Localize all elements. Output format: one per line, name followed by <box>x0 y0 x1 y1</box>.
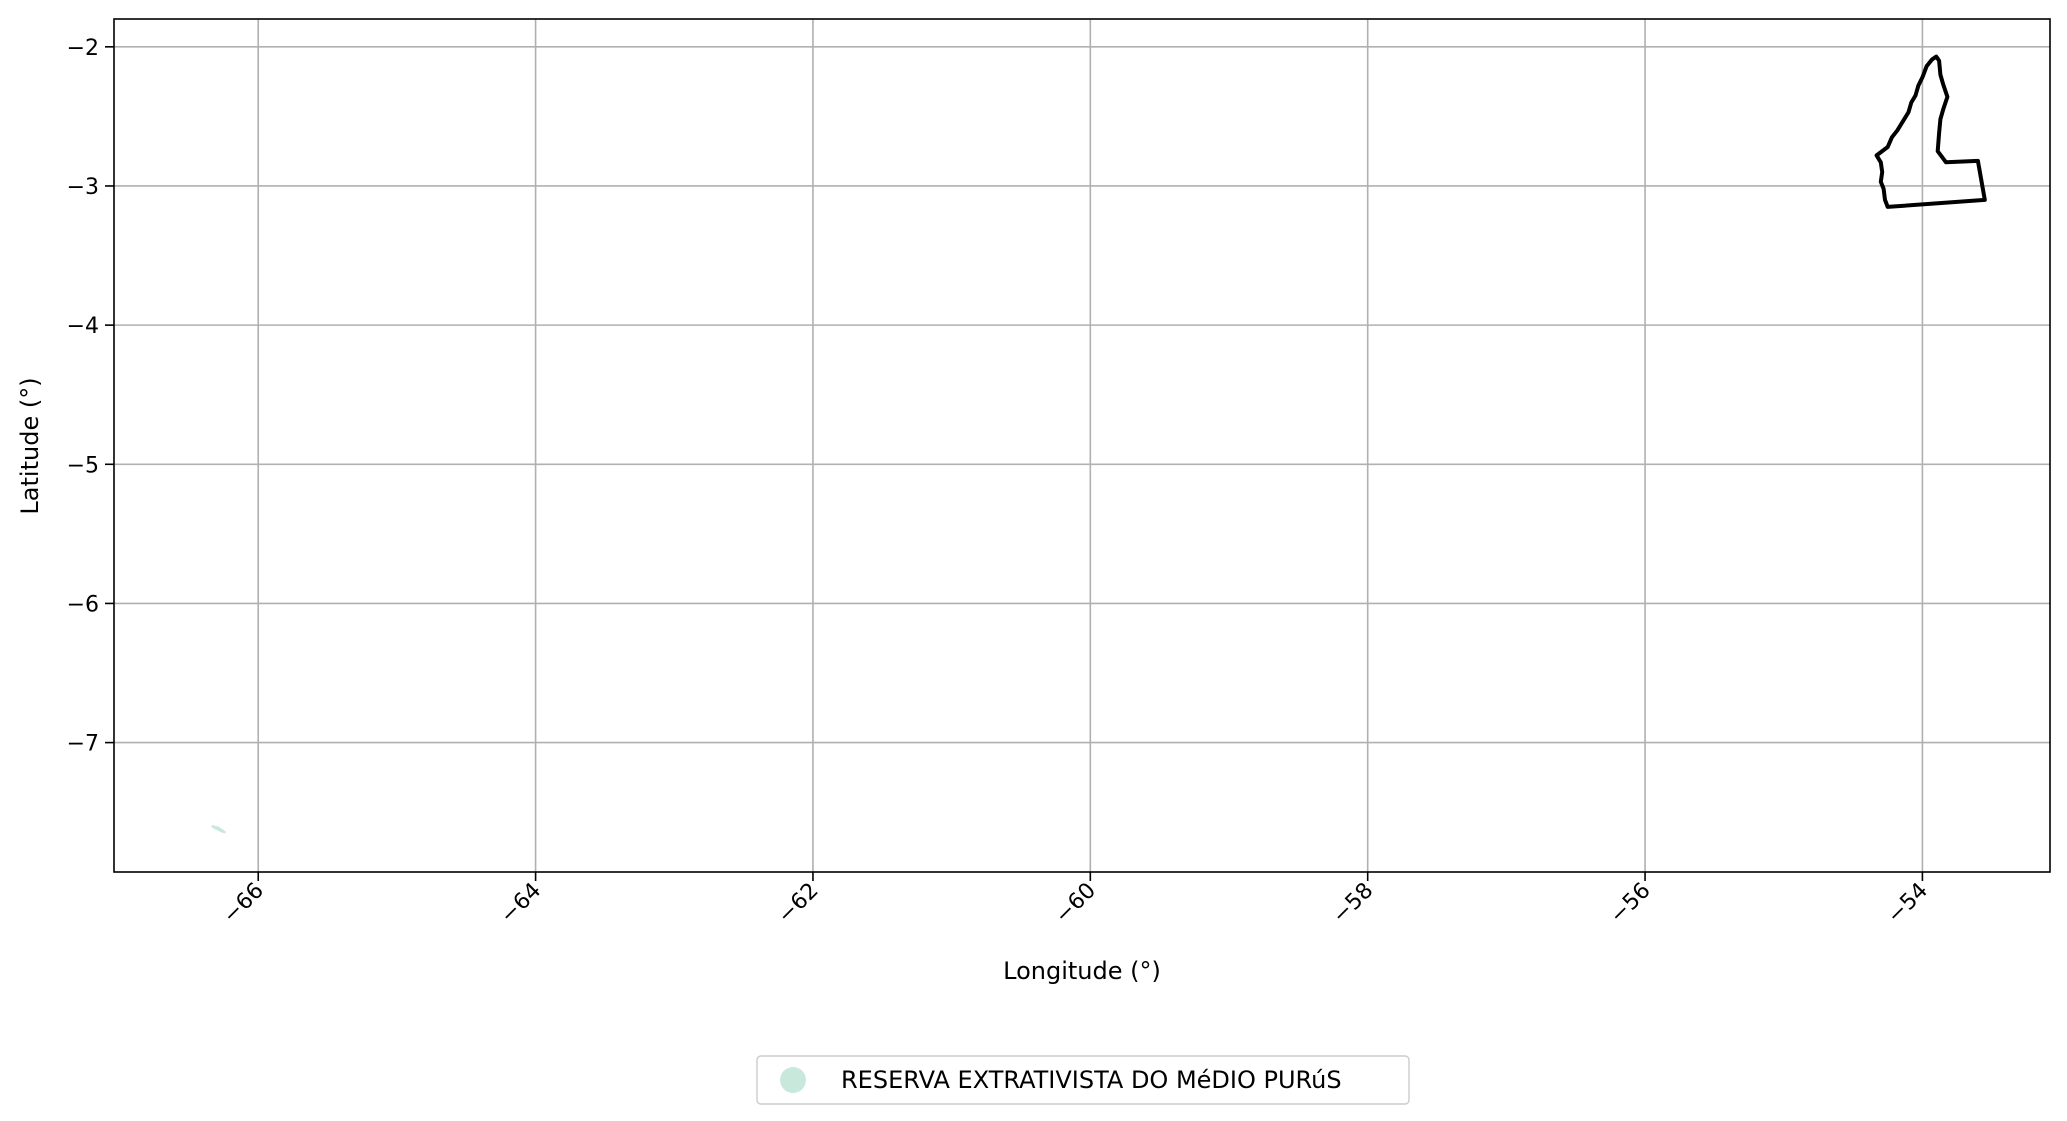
y-tick-label: −5 <box>67 453 99 478</box>
legend: RESERVA EXTRATIVISTA DO MéDIO PURúS <box>756 1055 1410 1105</box>
legend-marker <box>780 1067 806 1093</box>
legend-box <box>756 1055 1410 1105</box>
boundary-outline <box>1874 54 1987 209</box>
y-tick-label: −6 <box>67 592 99 617</box>
grid-lines <box>114 19 2050 872</box>
legend-label: RESERVA EXTRATIVISTA DO MéDIO PURúS <box>841 1066 1342 1094</box>
y-tick-label: −3 <box>67 175 99 200</box>
plot-frame <box>113 18 2051 873</box>
map-layers <box>211 54 1987 834</box>
y-axis-label: Latitude (°) <box>16 377 44 514</box>
y-tick-label: −2 <box>67 36 99 61</box>
y-tick-label: −7 <box>67 732 99 757</box>
reserve-polygon <box>211 825 226 834</box>
x-axis-label: Longitude (°) <box>1003 957 1161 985</box>
y-tick-label: −4 <box>67 314 99 339</box>
